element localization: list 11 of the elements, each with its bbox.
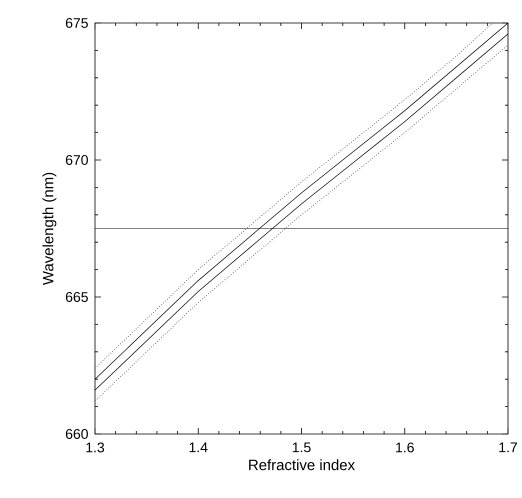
x-tick-label: 1.5 — [292, 442, 311, 452]
x-tick-label: 1.6 — [396, 442, 414, 452]
y-tick-label: 675 — [66, 18, 88, 28]
x-tick-label: 1.4 — [190, 442, 208, 452]
x-tick-label: 1.7 — [499, 442, 517, 452]
y-tick-label: 660 — [66, 429, 88, 439]
y-tick-label: 665 — [66, 292, 88, 302]
y-tick-label: 670 — [66, 155, 88, 165]
y-axis-title: Wavelength (nm) — [42, 172, 56, 286]
x-tick-label: 1.3 — [86, 442, 104, 452]
x-axis-title: Refractive index — [249, 459, 355, 470]
